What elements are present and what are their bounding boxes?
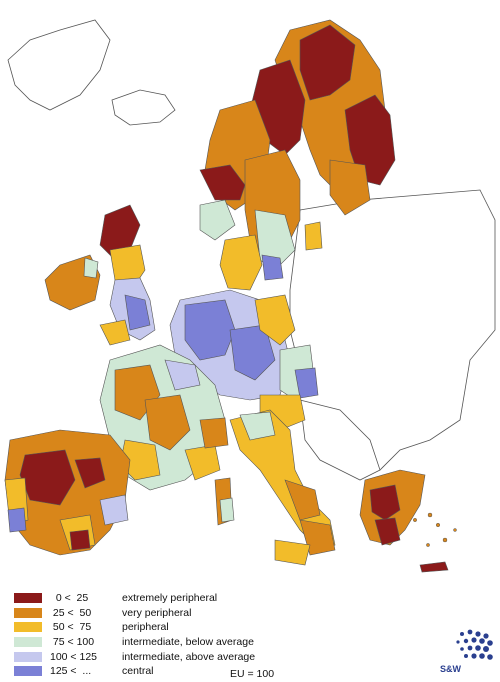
- legend-range: 100 < 125: [50, 650, 98, 663]
- legend-range: 50 < 75: [50, 621, 92, 634]
- legend-row: 50 < 75 peripheral: [14, 620, 314, 635]
- legend-range: 75 < 100: [50, 636, 95, 649]
- sw-logo-text: S&W: [440, 664, 461, 674]
- scandinavia-regions: [199, 19, 396, 281]
- legend-swatch: [14, 607, 42, 618]
- iberia-regions: [4, 429, 131, 556]
- legend-swatch: [14, 622, 42, 633]
- eu-reference-note: EU = 100: [230, 668, 275, 680]
- legend-row: 75 < 100 intermediate, below average: [14, 635, 314, 650]
- legend-swatch: [14, 651, 42, 662]
- legend-range: 125 < ...: [50, 665, 92, 678]
- legend-row: 100 < 125 intermediate, above average: [14, 649, 314, 664]
- legend-row: 125 < ... central: [14, 664, 314, 679]
- balkans-outline: [299, 399, 381, 481]
- iceland-outline: [111, 89, 176, 126]
- islands: [413, 512, 457, 547]
- legend-label: extremely peripheral: [122, 592, 218, 605]
- legend-swatch: [14, 637, 42, 648]
- legend-label: peripheral: [122, 621, 169, 634]
- greece-regions: [359, 469, 449, 573]
- legend-label: central: [122, 665, 154, 678]
- legend-range: 0 < 25: [50, 592, 89, 605]
- greenland-outline: [7, 19, 111, 111]
- legend-swatch: [14, 666, 42, 677]
- france-regions: [99, 344, 229, 491]
- legend-label: intermediate, below average: [122, 636, 254, 649]
- legend-label: very peripheral: [122, 606, 192, 619]
- legend-range: 25 < 50: [50, 606, 92, 619]
- british-isles-regions: [44, 204, 156, 346]
- italy-regions: [214, 409, 336, 566]
- sw-logo-icon: [456, 629, 493, 660]
- map-legend: 0 < 25 extremely peripheral 25 < 50 very…: [14, 591, 314, 679]
- non-eu-outlines: [7, 19, 496, 481]
- legend-row: 25 < 50 very peripheral: [14, 606, 314, 621]
- legend-row: 0 < 25 extremely peripheral: [14, 591, 314, 606]
- legend-label: intermediate, above average: [122, 650, 256, 663]
- legend-swatch: [14, 593, 42, 604]
